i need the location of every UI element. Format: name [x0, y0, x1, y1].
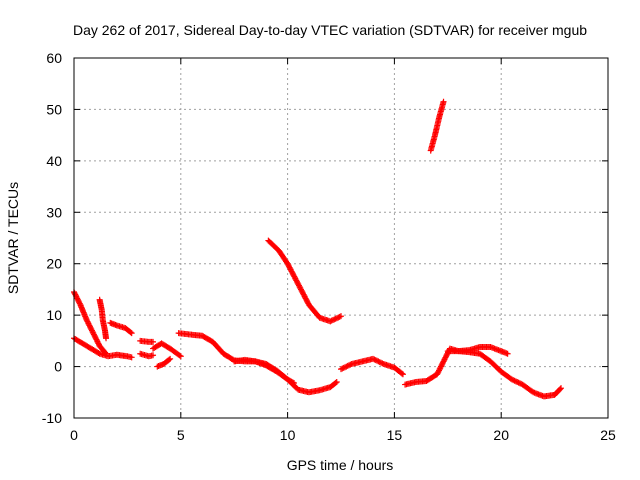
series-arc-3 — [96, 296, 110, 342]
data-point — [289, 379, 296, 386]
series-arc-1 — [71, 289, 110, 357]
x-tick-label: 25 — [600, 427, 616, 443]
data-point — [510, 377, 517, 384]
data-point — [338, 313, 344, 320]
data-point — [516, 380, 523, 387]
series-arc-14 — [427, 98, 447, 154]
data-point — [379, 360, 386, 367]
plot-frame — [73, 57, 609, 419]
data-point — [336, 313, 343, 320]
series-arc-7 — [150, 340, 184, 360]
data-point — [128, 330, 135, 337]
data-point — [508, 376, 515, 383]
data-point — [150, 352, 157, 359]
data-point — [511, 377, 518, 384]
series-arc-6 — [137, 350, 157, 360]
data-point — [327, 318, 334, 325]
data-point — [332, 315, 339, 322]
series-arc-15 — [444, 348, 565, 400]
data-point — [370, 355, 377, 362]
data-point — [399, 371, 406, 378]
data-point — [150, 338, 157, 345]
data-point — [344, 362, 351, 369]
data-point — [291, 380, 298, 387]
data-point — [346, 362, 353, 369]
data-point — [347, 361, 354, 368]
data-point — [342, 364, 349, 371]
series-arc-12 — [338, 355, 406, 378]
y-tick-label: -10 — [42, 410, 62, 426]
data-point — [103, 335, 110, 342]
data-point — [343, 363, 350, 370]
data-point — [374, 357, 381, 364]
x-axis-label: GPS time / hours — [287, 457, 394, 473]
data-point — [335, 314, 342, 321]
data-point — [371, 356, 378, 363]
data-point — [558, 385, 565, 392]
x-tick-label: 0 — [70, 427, 78, 443]
y-tick-label: 40 — [46, 153, 62, 169]
data-point — [338, 366, 344, 373]
x-tick-label: 10 — [280, 427, 296, 443]
data-point — [328, 317, 335, 324]
data-point — [340, 364, 347, 371]
ticks: 0 5 10 15 20 25 -10 0 10 20 30 40 50 60 — [42, 50, 616, 443]
data-point — [166, 356, 173, 363]
series-arc-11 — [265, 237, 344, 325]
series-arc-5 — [137, 337, 157, 345]
data-point — [333, 315, 340, 322]
series-arc-8 — [154, 355, 174, 370]
data-point — [440, 98, 447, 105]
x-tick-label: 15 — [387, 427, 403, 443]
data-point — [372, 357, 379, 364]
data-point — [333, 379, 340, 385]
data-point — [329, 317, 336, 324]
data-point — [332, 379, 339, 386]
data-point — [177, 353, 184, 360]
y-tick-label: 50 — [46, 101, 62, 117]
x-tick-label: 5 — [177, 427, 185, 443]
data-point — [331, 316, 338, 323]
y-tick-label: 0 — [54, 359, 62, 375]
y-tick-label: 60 — [46, 50, 62, 66]
y-tick-label: 30 — [46, 204, 62, 220]
series-arc-10 — [231, 356, 298, 387]
y-tick-label: 20 — [46, 256, 62, 272]
y-tick-label: 10 — [46, 307, 62, 323]
data-point — [514, 379, 521, 385]
data-point — [398, 370, 405, 377]
series-arc-4 — [107, 319, 135, 337]
data-marks — [71, 98, 565, 400]
chart-title: Day 262 of 2017, Sidereal Day-to-day VTE… — [73, 22, 587, 38]
x-tick-label: 20 — [493, 427, 509, 443]
data-point — [95, 349, 102, 356]
data-point — [378, 359, 385, 366]
data-point — [176, 352, 183, 359]
data-point — [339, 365, 346, 372]
data-point — [127, 329, 134, 336]
data-point — [128, 354, 135, 361]
data-point — [512, 378, 519, 385]
grid — [74, 58, 608, 418]
data-point — [375, 358, 382, 365]
series-arc-2 — [71, 335, 135, 361]
data-point — [515, 379, 522, 386]
data-point — [557, 386, 564, 393]
data-point — [167, 355, 174, 362]
y-axis-label: SDTVAR / TECUs — [5, 182, 21, 294]
data-point — [504, 350, 511, 357]
data-point — [376, 359, 383, 366]
